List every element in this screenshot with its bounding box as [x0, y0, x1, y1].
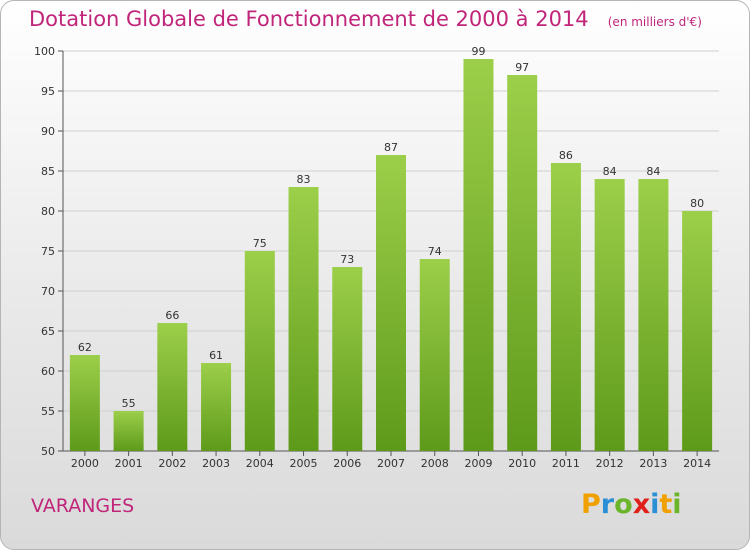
data-label: 61 — [209, 349, 223, 362]
bar — [419, 259, 450, 451]
data-labels: 62 55 66 61 75 83 73 87 74 99 97 86 84 84 80 — [78, 45, 704, 410]
data-label: 87 — [384, 141, 398, 154]
bar — [638, 179, 669, 451]
data-label: 86 — [559, 149, 573, 162]
data-label: 62 — [78, 341, 92, 354]
data-label: 84 — [646, 165, 660, 178]
y-tick-label: 65 — [41, 325, 55, 338]
y-tick-label: 60 — [41, 365, 55, 378]
bar — [594, 179, 625, 451]
y-tick-label: 85 — [41, 165, 55, 178]
y-tick-label: 95 — [41, 85, 55, 98]
commune-name: VARANGES — [31, 495, 135, 517]
data-label: 74 — [428, 245, 442, 258]
chart-subtitle: (en milliers d'€) — [607, 15, 702, 29]
x-tick-label: 2010 — [508, 457, 536, 470]
bar — [507, 75, 538, 451]
y-tick-label: 75 — [41, 245, 55, 258]
y-tick-label: 100 — [34, 45, 55, 58]
y-tick-label: 90 — [41, 125, 55, 138]
y-tick-label: 50 — [41, 445, 55, 458]
bar — [244, 251, 275, 451]
bars — [69, 59, 713, 451]
x-tick-label: 2012 — [596, 457, 624, 470]
x-tick-label: 2004 — [246, 457, 274, 470]
data-label: 84 — [603, 165, 617, 178]
x-tick-label: 2006 — [333, 457, 361, 470]
data-label: 99 — [471, 45, 485, 58]
bar — [376, 155, 406, 451]
bar — [550, 163, 581, 451]
bar — [201, 363, 232, 451]
y-tick-label: 70 — [41, 285, 55, 298]
chart-title: Dotation Globale de Fonctionnement de 20… — [29, 7, 589, 31]
x-tick-label: 2008 — [421, 457, 449, 470]
data-label: 75 — [253, 237, 267, 250]
bar — [113, 411, 144, 451]
x-tick-label: 2009 — [464, 457, 492, 470]
chart-title-row: Dotation Globale de Fonctionnement de 20… — [29, 7, 702, 31]
x-tick-label: 2013 — [639, 457, 667, 470]
x-tick-label: 2011 — [552, 457, 580, 470]
bar — [682, 211, 713, 451]
x-tick-label: 2014 — [683, 457, 711, 470]
x-tick-label: 2005 — [290, 457, 318, 470]
x-tick-label: 2007 — [377, 457, 405, 470]
bar — [69, 355, 100, 451]
bar — [463, 59, 494, 451]
x-tick-label: 2000 — [71, 457, 99, 470]
x-tick-label: 2002 — [158, 457, 186, 470]
data-label: 73 — [340, 253, 354, 266]
y-tick-labels: 50 55 60 65 70 75 80 85 90 95 100 — [34, 45, 63, 458]
x-tick-label: 2003 — [202, 457, 230, 470]
y-tick-label: 80 — [41, 205, 55, 218]
data-label: 83 — [297, 173, 311, 186]
x-tick-labels: 2000 2001 2002 2003 2004 2005 2006 2007 2008 2009… — [71, 451, 711, 470]
data-label: 66 — [165, 309, 179, 322]
bar — [157, 323, 188, 451]
x-tick-label: 2001 — [115, 457, 143, 470]
data-label: 55 — [122, 397, 136, 410]
data-label: 97 — [515, 61, 529, 74]
data-label: 80 — [690, 197, 704, 210]
proxiti-logo: Proxiti — [581, 489, 682, 520]
y-tick-label: 55 — [41, 405, 55, 418]
bar — [288, 187, 319, 451]
bar — [332, 267, 363, 451]
